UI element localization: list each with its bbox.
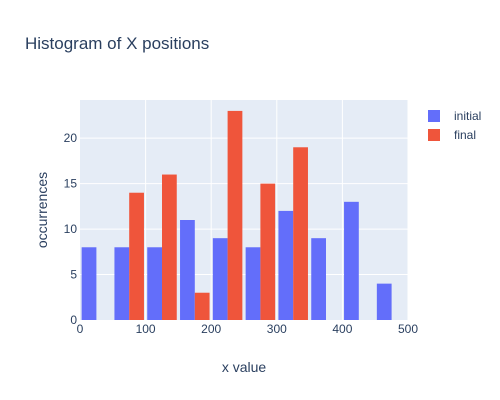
- bar-initial-300[interactable]: [278, 210, 294, 320]
- x-tick-label: 500: [398, 322, 418, 336]
- x-tick-label: 0: [77, 322, 84, 336]
- y-tick-label: 0: [70, 313, 77, 327]
- y-axis-title: occurrences: [34, 172, 50, 248]
- y-tick-label: 5: [70, 268, 77, 282]
- legend: initial final: [428, 106, 481, 144]
- x-tick-label: 300: [267, 322, 287, 336]
- bar-final-150[interactable]: [194, 292, 210, 320]
- bar-initial-50[interactable]: [114, 247, 130, 320]
- bar-initial-150[interactable]: [180, 220, 195, 320]
- legend-item-final[interactable]: final: [428, 125, 481, 144]
- bar-initial-450[interactable]: [376, 283, 392, 320]
- bar-initial-350[interactable]: [311, 238, 326, 320]
- bar-final-250[interactable]: [260, 183, 276, 320]
- bar-final-50[interactable]: [129, 192, 144, 320]
- legend-swatch-initial: [428, 109, 440, 122]
- bar-final-100[interactable]: [162, 174, 177, 320]
- bar-initial-0[interactable]: [81, 247, 97, 320]
- y-tick-label: 10: [64, 222, 78, 236]
- bar-initial-200[interactable]: [212, 238, 228, 320]
- x-tick-label: 200: [201, 322, 221, 336]
- x-tick-label: 100: [136, 322, 156, 336]
- bar-initial-400[interactable]: [344, 201, 359, 320]
- legend-label-initial: initial: [454, 108, 482, 123]
- bar-final-300[interactable]: [293, 147, 308, 320]
- chart-title: Histogram of X positions: [25, 34, 210, 53]
- y-tick-label: 15: [64, 177, 78, 191]
- bar-initial-100[interactable]: [147, 247, 162, 320]
- legend-item-initial[interactable]: initial: [428, 106, 481, 125]
- bar-initial-250[interactable]: [245, 247, 261, 320]
- legend-label-final: final: [454, 127, 477, 142]
- bar-final-200[interactable]: [227, 110, 243, 320]
- x-tick-label: 400: [332, 322, 352, 336]
- legend-swatch-final: [428, 128, 440, 141]
- y-tick-label: 20: [64, 131, 78, 145]
- x-axis-title: x value: [222, 359, 267, 375]
